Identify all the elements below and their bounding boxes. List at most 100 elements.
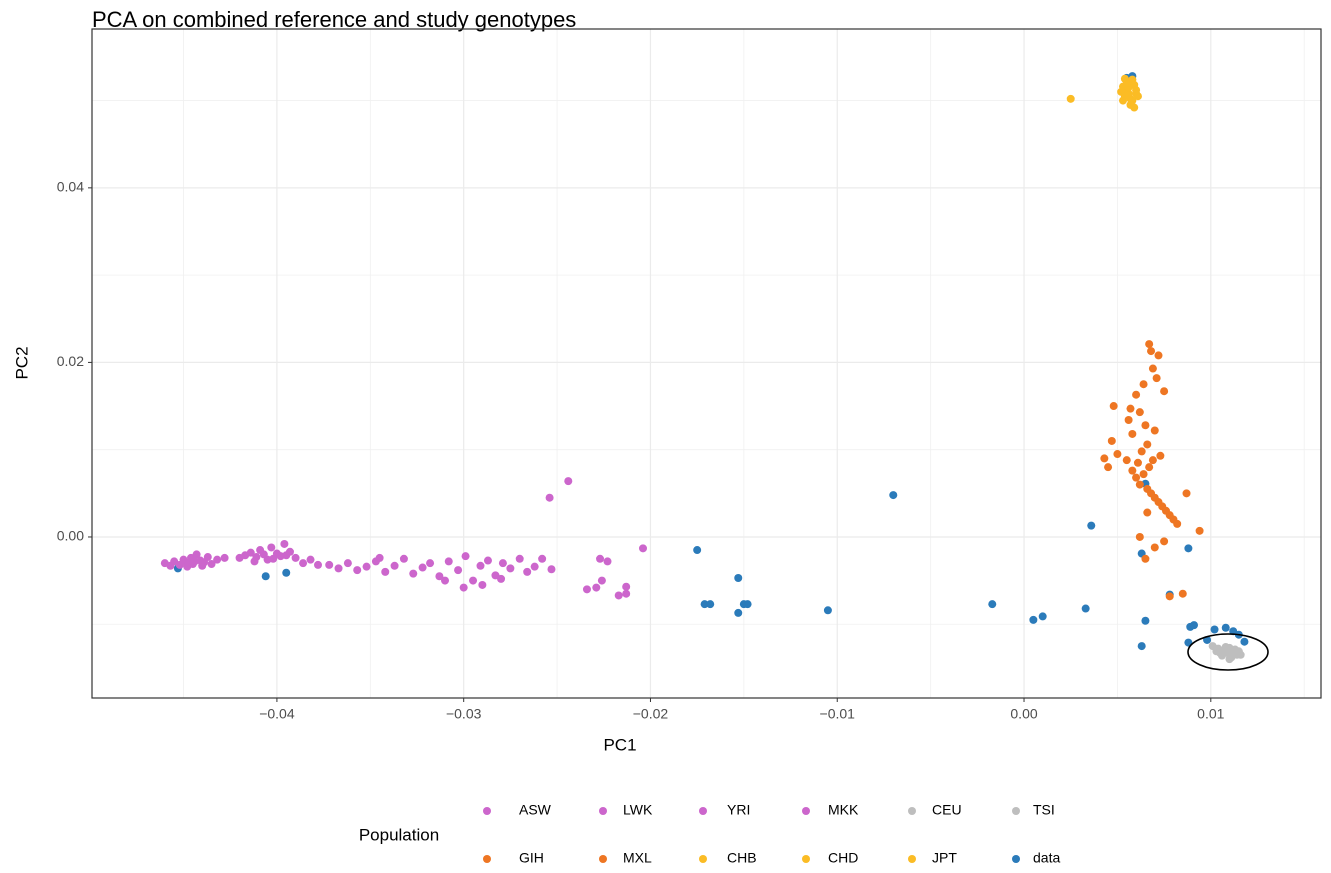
point	[1148, 364, 1157, 373]
point	[1143, 508, 1152, 517]
point	[267, 543, 276, 552]
point	[1141, 616, 1150, 625]
legend-marker	[699, 855, 707, 863]
point	[409, 569, 418, 578]
point	[459, 583, 468, 592]
point	[203, 553, 212, 562]
x-tick-label: −0.01	[820, 706, 856, 722]
point	[603, 557, 612, 566]
chart-title: PCA on combined reference and study geno…	[92, 7, 576, 32]
point	[454, 566, 463, 575]
point	[483, 556, 492, 565]
x-tick-label: −0.02	[633, 706, 669, 722]
point	[250, 557, 259, 566]
legend-label: TSI	[1033, 802, 1055, 818]
point	[183, 562, 192, 571]
point	[1132, 390, 1141, 399]
point	[706, 600, 715, 609]
legend-marker	[802, 807, 810, 815]
point	[1029, 615, 1038, 624]
point	[734, 608, 743, 617]
point	[582, 585, 591, 594]
point	[1087, 521, 1096, 530]
point	[988, 600, 997, 609]
point	[1141, 421, 1150, 430]
point	[1178, 589, 1187, 598]
legend-marker	[599, 855, 607, 863]
point	[476, 561, 485, 570]
point	[314, 560, 323, 569]
point	[1143, 440, 1152, 449]
point	[291, 553, 300, 562]
point	[1120, 92, 1129, 101]
legend-label: MXL	[623, 850, 652, 866]
point	[325, 560, 334, 569]
point	[1133, 92, 1142, 101]
point	[207, 560, 216, 569]
point	[1195, 526, 1204, 535]
x-tick-label: 0.00	[1010, 706, 1037, 722]
point	[743, 600, 752, 609]
legend-marker	[802, 855, 810, 863]
point	[545, 493, 554, 502]
point	[497, 574, 506, 583]
point	[1148, 456, 1157, 465]
point	[1223, 649, 1232, 658]
point	[478, 580, 487, 589]
legend-marker	[483, 855, 491, 863]
point	[192, 550, 201, 559]
point	[1038, 612, 1047, 621]
legend-label: GIH	[519, 850, 544, 866]
point	[1189, 621, 1198, 630]
legend-label: MKK	[828, 802, 859, 818]
point	[353, 566, 362, 575]
point	[1147, 347, 1156, 356]
point	[362, 562, 371, 571]
point	[435, 572, 444, 581]
highlight-ellipse	[1187, 633, 1269, 671]
point	[399, 554, 408, 563]
point	[381, 567, 390, 576]
point	[1132, 86, 1141, 95]
point	[461, 552, 470, 561]
point	[469, 576, 478, 585]
point	[390, 561, 399, 570]
y-tick-label: 0.02	[57, 353, 84, 369]
point	[596, 554, 605, 563]
point	[1137, 447, 1146, 456]
point	[441, 576, 450, 585]
legend-label: ASW	[519, 802, 552, 818]
y-tick-label: 0.04	[57, 179, 84, 195]
point	[282, 551, 291, 560]
point	[1139, 380, 1148, 389]
point	[889, 491, 898, 500]
point	[734, 573, 743, 582]
point	[1137, 642, 1146, 651]
point	[1210, 625, 1219, 634]
y-axis-title: PC2	[12, 346, 31, 379]
point	[1107, 436, 1116, 445]
point	[1100, 454, 1109, 463]
legend-label: YRI	[727, 802, 750, 818]
point	[1150, 426, 1159, 435]
point	[614, 591, 623, 600]
legend-label: CEU	[932, 802, 962, 818]
point	[1141, 554, 1150, 563]
point	[515, 554, 524, 563]
legend-label: CHD	[828, 850, 858, 866]
point	[1182, 489, 1191, 498]
point	[1113, 450, 1122, 459]
point	[592, 583, 601, 592]
point	[693, 546, 702, 555]
point	[1124, 416, 1133, 425]
panel-border	[91, 28, 1322, 699]
legend-marker	[699, 807, 707, 815]
point	[530, 562, 539, 571]
point	[1150, 543, 1159, 552]
x-tick-label: 0.01	[1197, 706, 1224, 722]
point	[1135, 532, 1144, 541]
point	[1126, 404, 1135, 413]
point	[1109, 402, 1118, 411]
point	[444, 557, 453, 566]
point	[1232, 650, 1241, 659]
